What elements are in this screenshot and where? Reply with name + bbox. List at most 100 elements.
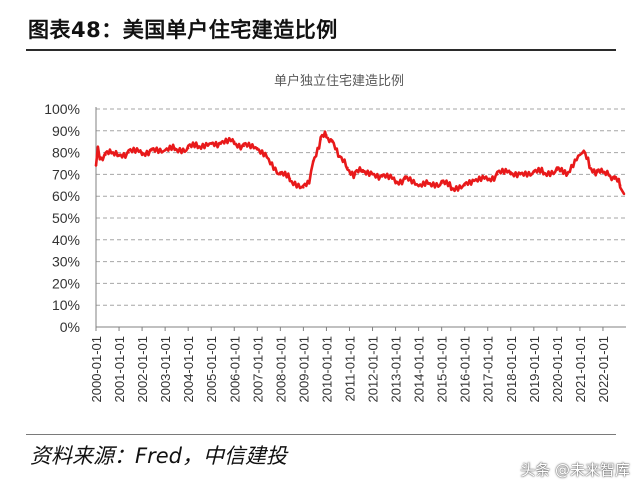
data-point — [371, 173, 374, 176]
y-tick-label: 0% — [60, 319, 80, 335]
data-point — [96, 147, 100, 150]
data-point — [417, 184, 420, 187]
y-tick-label: 80% — [52, 145, 80, 161]
data-point — [486, 177, 489, 180]
x-tick-label: 2014-01-01 — [412, 336, 427, 403]
data-point — [463, 184, 466, 187]
x-tick-label: 2008-01-01 — [273, 336, 288, 403]
data-point — [380, 175, 384, 178]
data-point — [94, 164, 98, 167]
x-tick-label: 2000-01-01 — [89, 336, 104, 403]
data-point — [140, 151, 144, 154]
data-point — [519, 173, 522, 176]
data-point — [354, 173, 357, 176]
data-point — [542, 171, 545, 174]
data-point — [361, 168, 365, 172]
data-point — [98, 155, 102, 159]
x-tick-label: 2019-01-01 — [527, 336, 542, 403]
x-tick-label: 2007-01-01 — [250, 336, 265, 403]
y-tick-label: 20% — [52, 275, 80, 291]
data-point — [186, 147, 190, 150]
data-point — [307, 181, 311, 185]
series-line — [94, 130, 626, 195]
source-note: 资料来源：Fred，中信建投 — [30, 444, 287, 468]
data-point — [325, 133, 328, 137]
y-tick-label: 70% — [52, 166, 80, 182]
y-tick-label: 90% — [52, 123, 80, 139]
data-point — [394, 179, 397, 183]
data-point — [110, 151, 113, 154]
data-point — [613, 177, 616, 180]
data-point — [595, 171, 599, 174]
data-point — [607, 173, 610, 176]
data-point — [311, 160, 315, 163]
x-tick-label: 2005-01-01 — [204, 336, 219, 403]
x-tick-label: 2018-01-01 — [504, 336, 519, 403]
data-point — [338, 155, 342, 159]
data-point — [210, 142, 213, 146]
data-point — [302, 186, 305, 189]
data-point — [279, 173, 282, 176]
data-point — [565, 173, 568, 176]
x-tick-label: 2021-01-01 — [573, 336, 588, 403]
x-tick-label: 2015-01-01 — [435, 336, 450, 403]
data-point — [288, 177, 292, 180]
data-point — [440, 181, 443, 185]
data-point — [532, 171, 536, 174]
data-point — [242, 144, 246, 148]
data-point — [319, 138, 322, 141]
data-point — [117, 153, 121, 156]
x-tick-label: 2003-01-01 — [158, 336, 173, 403]
x-tick-label: 2001-01-01 — [112, 336, 127, 403]
data-point — [173, 147, 176, 150]
chart-panel — [28, 56, 618, 430]
data-point — [450, 186, 453, 189]
data-point — [346, 166, 349, 170]
y-tick-label: 50% — [52, 210, 80, 226]
y-tick-label: 40% — [52, 232, 80, 248]
data-point — [233, 140, 236, 143]
x-tick-label: 2004-01-01 — [181, 336, 196, 403]
x-tick-label: 2006-01-01 — [227, 336, 242, 403]
x-tick-label: 2010-01-01 — [319, 336, 334, 403]
data-point — [588, 164, 591, 167]
x-tick-label: 2022-01-01 — [596, 336, 611, 403]
y-tick-label: 100% — [44, 101, 80, 117]
x-tick-label: 2020-01-01 — [550, 336, 565, 403]
data-point — [622, 192, 626, 196]
x-tick-label: 2016-01-01 — [458, 336, 473, 403]
y-tick-label: 60% — [52, 188, 80, 204]
x-tick-label: 2017-01-01 — [481, 336, 496, 403]
data-point — [496, 173, 499, 176]
data-point — [196, 144, 199, 148]
y-tick-label: 30% — [52, 254, 80, 270]
x-tick-label: 2012-01-01 — [366, 336, 381, 403]
x-tick-label: 2009-01-01 — [296, 336, 311, 403]
data-point — [330, 140, 334, 143]
data-point — [473, 179, 476, 183]
watermark: 头条 @未来智库 — [520, 461, 630, 479]
data-point — [219, 142, 223, 146]
title-divider — [26, 49, 616, 51]
data-point — [619, 184, 622, 187]
source-divider — [26, 434, 616, 435]
data-point — [578, 153, 582, 156]
y-tick-label: 10% — [52, 297, 80, 313]
figure-title: 图表48：美国单户住宅建造比例 — [28, 18, 338, 42]
x-tick-label: 2002-01-01 — [135, 336, 150, 403]
x-tick-label: 2013-01-01 — [389, 336, 404, 403]
x-tick-label: 2011-01-01 — [342, 336, 357, 402]
data-point — [427, 181, 430, 185]
data-point — [601, 171, 605, 174]
data-point — [509, 171, 512, 174]
data-point — [582, 151, 585, 154]
data-point — [150, 149, 153, 152]
data-point — [403, 177, 407, 180]
data-point — [555, 168, 559, 172]
data-point — [256, 147, 259, 150]
data-point — [104, 153, 107, 156]
data-point — [265, 155, 269, 159]
data-point — [163, 149, 167, 152]
chart-title: 单户独立住宅建造比例 — [274, 73, 404, 89]
